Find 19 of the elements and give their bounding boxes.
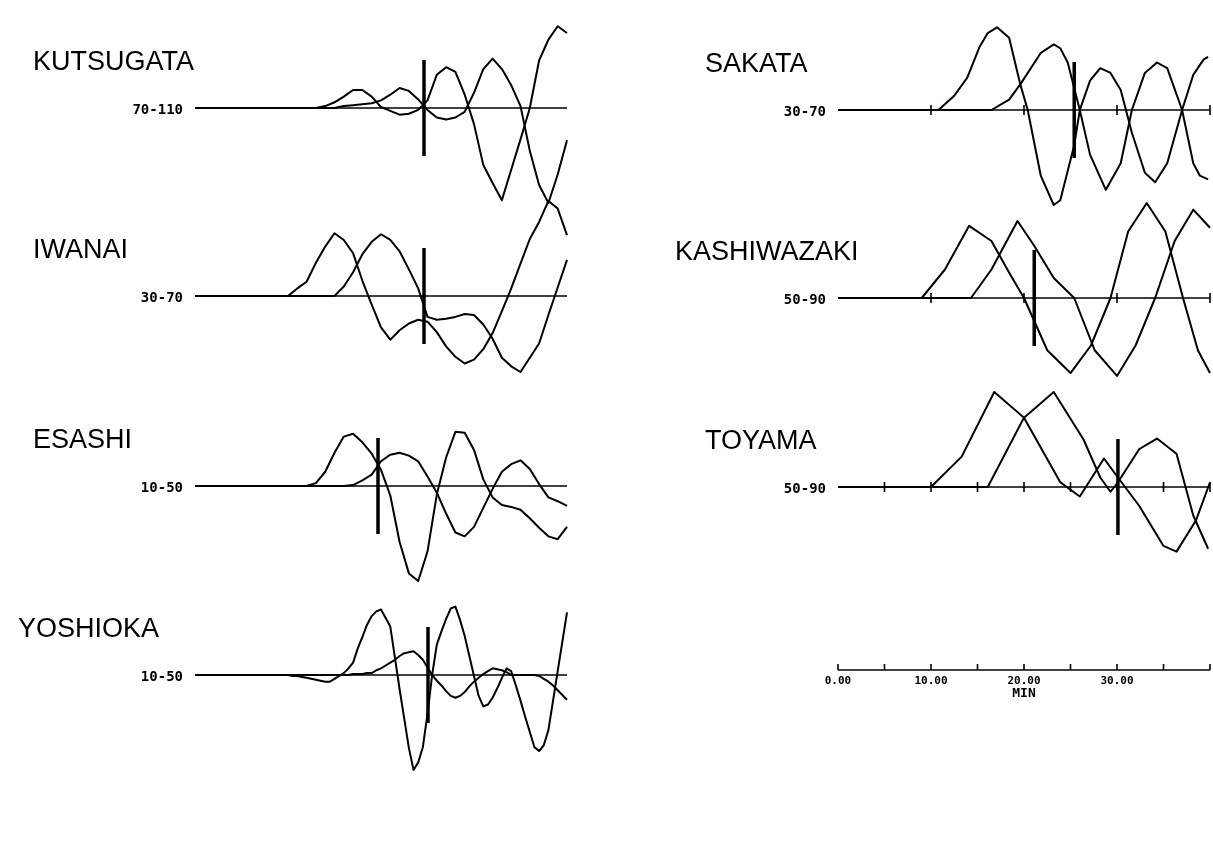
text: KUTSUGATA [33, 46, 195, 76]
text: 50-90 [783, 291, 826, 307]
text: 30-70 [140, 289, 183, 305]
text: IWANAI [33, 234, 129, 264]
x-tick-label: 20.00 [1007, 674, 1041, 687]
x-tick-label: 30.00 [1100, 674, 1134, 687]
x-axis-title: MIN [1012, 685, 1036, 700]
text: KASHIWAZAKI [675, 236, 859, 266]
text: SAKATA [705, 48, 808, 78]
text: 70-110 [132, 101, 183, 117]
text: 10-50 [140, 668, 183, 684]
text: 10-50 [140, 479, 183, 495]
text: 50-90 [783, 480, 826, 496]
x-tick-label: 0.00 [824, 674, 852, 687]
chart-title: ESASHI [33, 424, 133, 454]
text: 30-70 [783, 103, 826, 119]
chart-title: YOSHIOKA [18, 613, 160, 643]
x-tick-label: 10.00 [914, 674, 948, 687]
text: TOYAMA [705, 425, 817, 455]
